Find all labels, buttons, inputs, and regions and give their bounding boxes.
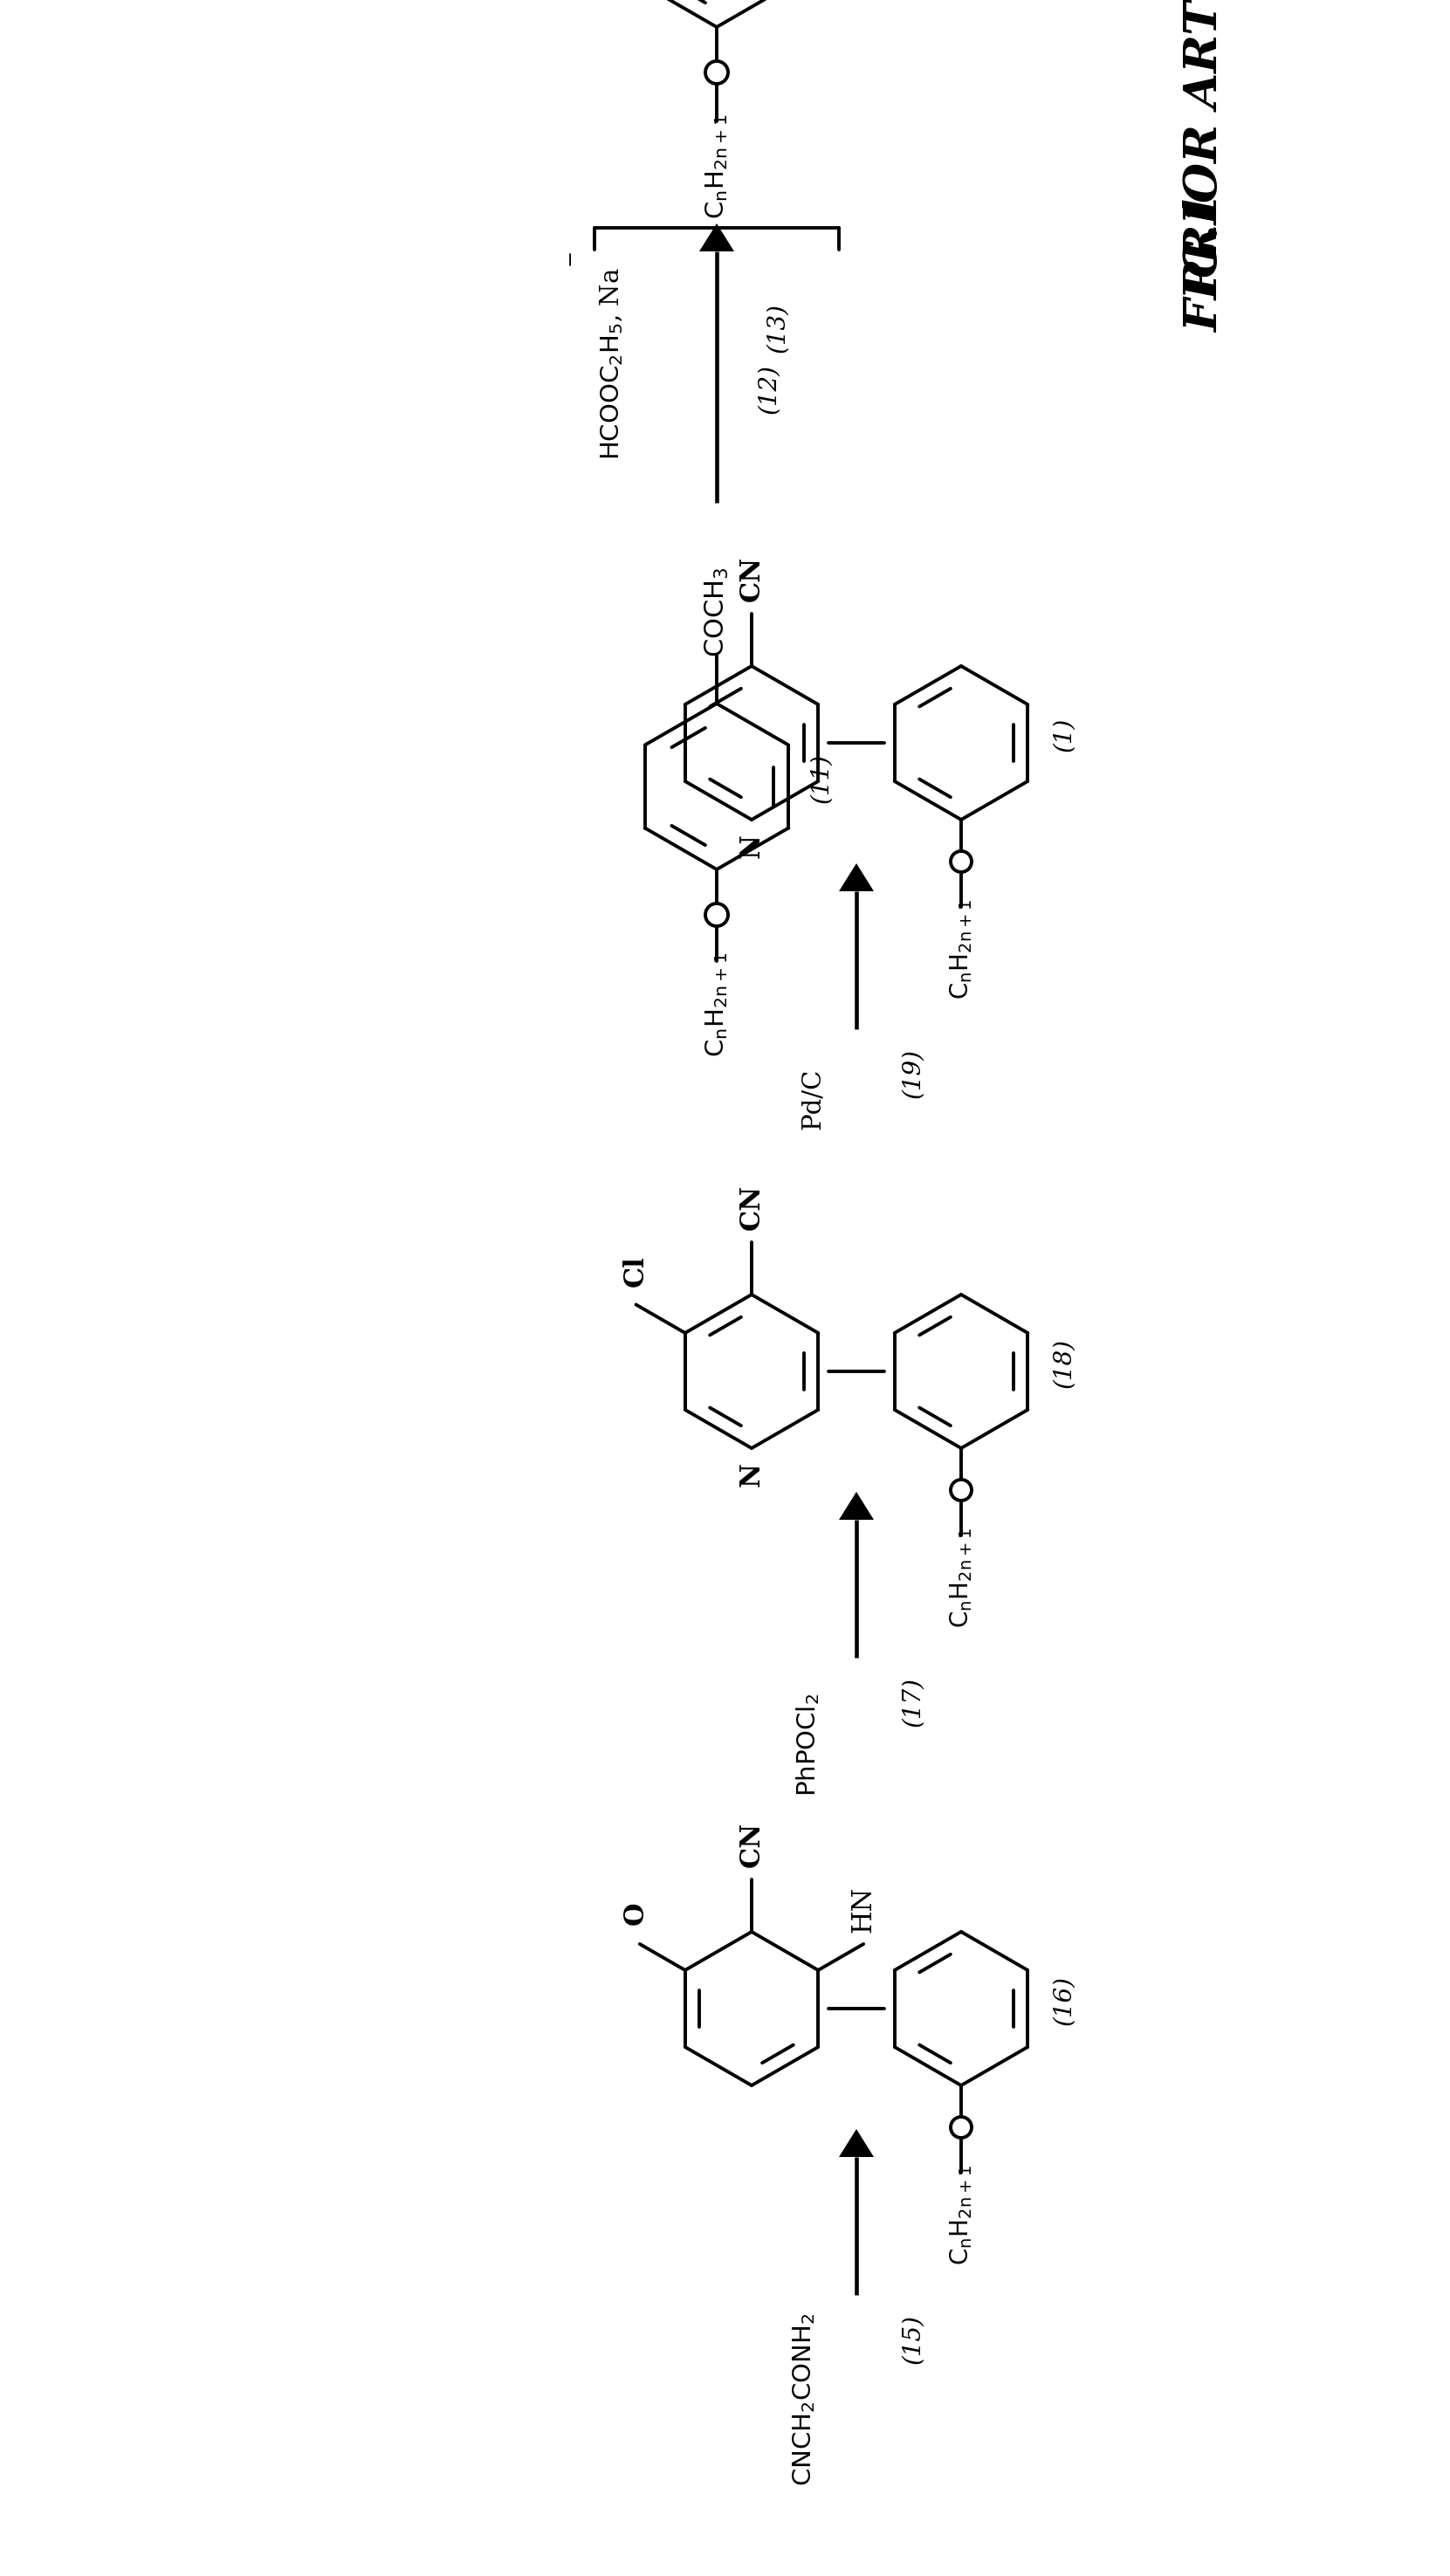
Text: CN: CN [738, 1821, 766, 1868]
Text: $\mathrm{COCH_3}$: $\mathrm{COCH_3}$ [703, 567, 731, 657]
Text: (15): (15) [902, 2313, 925, 2362]
Text: (1): (1) [1053, 716, 1076, 752]
Text: O: O [622, 1901, 650, 1924]
Text: FIG.1: FIG.1 [1183, 193, 1228, 332]
Circle shape [951, 2117, 971, 2138]
Polygon shape [840, 1492, 874, 1520]
Polygon shape [840, 2128, 874, 2156]
Text: $\mathrm{C_nH_{2n+1}}$: $\mathrm{C_nH_{2n+1}}$ [948, 899, 974, 999]
Text: $\mathrm{C_nH_{2n+1}}$: $\mathrm{C_nH_{2n+1}}$ [948, 2164, 974, 2264]
Text: CN: CN [738, 1185, 766, 1229]
Text: Pd/C: Pd/C [800, 1069, 825, 1131]
Text: PRIOR ART: PRIOR ART [1183, 0, 1228, 296]
Circle shape [705, 62, 728, 85]
Text: (18): (18) [1053, 1337, 1076, 1388]
Text: $\mathrm{C_nH_{2n+1}}$: $\mathrm{C_nH_{2n+1}}$ [703, 953, 729, 1056]
Text: CN: CN [738, 556, 766, 603]
Circle shape [951, 850, 971, 873]
Polygon shape [840, 863, 874, 891]
Text: (17): (17) [902, 1677, 925, 1726]
Text: ⁻: ⁻ [563, 247, 592, 265]
Text: N: N [738, 1463, 766, 1486]
Text: HN: HN [850, 1886, 877, 1932]
Text: (16): (16) [1053, 1976, 1076, 2025]
Text: (11): (11) [809, 752, 834, 804]
Text: $\mathrm{C_nH_{2n+1}}$: $\mathrm{C_nH_{2n+1}}$ [948, 1528, 974, 1628]
Text: Cl: Cl [622, 1257, 650, 1288]
Text: (13): (13) [766, 304, 790, 353]
Text: $\mathrm{HCOOC_2H_5}$, Na: $\mathrm{HCOOC_2H_5}$, Na [599, 268, 625, 459]
Circle shape [951, 1479, 971, 1502]
Text: $\mathrm{PhPOCl_2}$: $\mathrm{PhPOCl_2}$ [795, 1692, 822, 1795]
Text: N: N [738, 835, 766, 858]
Polygon shape [699, 224, 734, 252]
Text: (12): (12) [757, 363, 782, 415]
Circle shape [705, 904, 728, 927]
Text: (19): (19) [902, 1048, 925, 1097]
Text: $\mathrm{C_nH_{2n+1}}$: $\mathrm{C_nH_{2n+1}}$ [703, 113, 729, 219]
Text: $\mathrm{CNCH_2CONH_2}$: $\mathrm{CNCH_2CONH_2}$ [792, 2313, 816, 2486]
